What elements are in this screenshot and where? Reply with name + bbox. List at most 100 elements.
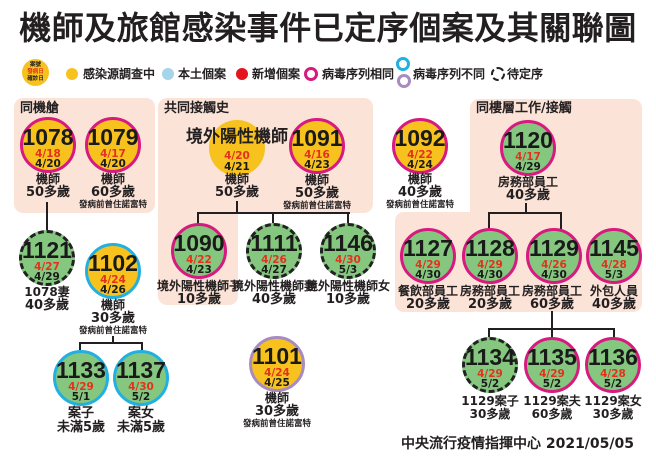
onset-date: 4/20 bbox=[224, 150, 250, 162]
confirmed-date: 4/30 bbox=[477, 269, 503, 281]
confirmed-date: 4/21 bbox=[224, 161, 250, 173]
case-role: 餐飲部員工 bbox=[397, 284, 458, 298]
confirmed-date: 5/2 bbox=[131, 391, 151, 403]
onset-date: 4/29 bbox=[415, 259, 441, 271]
case-age: 10多歲 bbox=[176, 292, 222, 307]
case-node-1078: 1078 4/18 4/20 bbox=[20, 117, 76, 173]
confirmed-date: 5/1 bbox=[71, 391, 91, 403]
confirmed-date: 4/29 bbox=[34, 271, 60, 283]
connector-to-1111 bbox=[272, 212, 274, 224]
connector-to-1146 bbox=[347, 212, 349, 224]
connector-1078-1121 bbox=[46, 202, 48, 231]
case-role: 房務部員工 bbox=[521, 284, 582, 298]
confirmed-date: 4/30 bbox=[541, 269, 567, 281]
case-role: 機師 bbox=[304, 173, 329, 187]
case-label-1137: 案女 未滿5歲 bbox=[86, 407, 196, 435]
case-age: 40多歲 bbox=[397, 185, 443, 200]
connector-to-1136 bbox=[613, 328, 615, 338]
case-label-1128: 房務部員工 20多歲 bbox=[435, 285, 545, 312]
confirmed-date: 4/20 bbox=[100, 158, 126, 170]
confirmed-date: 4/29 bbox=[515, 161, 541, 173]
case-node-1091: 1091 4/16 4/23 bbox=[289, 118, 345, 174]
case-role: 1129案女 bbox=[584, 394, 642, 408]
case-label-1101: 機師 30多歲 發病前曾住諾富特 bbox=[222, 392, 332, 430]
case-node-1101: 1101 4/24 4/25 bbox=[249, 336, 305, 392]
case-age: 20多歲 bbox=[467, 297, 513, 312]
confirmed-date: 4/23 bbox=[186, 264, 212, 276]
case-label-1127: 餐飲部員工 20多歲 bbox=[373, 285, 483, 312]
onset-date: 4/24 bbox=[264, 367, 290, 379]
case-number: 1079 bbox=[87, 124, 139, 150]
connector-1129-stem bbox=[551, 311, 553, 330]
case-label-1079: 機師 60多歲 發病前曾住諾富特 bbox=[58, 173, 168, 211]
case-note: 發病前曾住諾富特 bbox=[78, 200, 147, 210]
connector-1120-bar bbox=[488, 212, 562, 214]
case-age: 10多歲 bbox=[325, 292, 371, 307]
confirmed-date: 4/25 bbox=[264, 377, 290, 389]
case-number: 1092 bbox=[394, 125, 446, 151]
onset-date: 4/29 bbox=[68, 381, 94, 393]
onset-date: 4/24 bbox=[100, 274, 126, 286]
case-note: 發病前曾住諾富特 bbox=[242, 419, 311, 429]
case-number: 1145 bbox=[589, 235, 639, 261]
case-number: 1146 bbox=[323, 230, 373, 256]
confirmed-date: 4/27 bbox=[261, 264, 287, 276]
case-age: 30多歲 bbox=[254, 404, 300, 419]
connector-1102-bar bbox=[79, 342, 143, 344]
red-dot-icon bbox=[236, 68, 248, 80]
purple-ring-icon bbox=[397, 74, 411, 88]
case-label-1121: 1078妻 40多歲 bbox=[0, 286, 102, 313]
case-node-1120: 1120 4/17 4/29 bbox=[500, 120, 556, 176]
onset-date: 4/26 bbox=[261, 254, 287, 266]
case-label-1111: 境外陽性機師妻 40多歲 bbox=[219, 280, 329, 307]
case-number: 1091 bbox=[291, 125, 343, 151]
cyan-ring-icon bbox=[396, 57, 410, 71]
case-number: 1120 bbox=[503, 127, 553, 153]
case-role: 案子 bbox=[67, 406, 94, 421]
case-role: 機師 bbox=[407, 172, 432, 186]
case-number: 1090 bbox=[173, 230, 225, 256]
connector-to-1135 bbox=[551, 328, 553, 338]
case-age: 30多歲 bbox=[90, 311, 136, 326]
case-age: 60多歲 bbox=[90, 185, 136, 200]
onset-date: 4/22 bbox=[186, 254, 212, 266]
group-title-same-floor: 同樓層工作/接觸 bbox=[476, 101, 572, 116]
case-role: 1129案夫 bbox=[523, 394, 581, 408]
case-number: 1102 bbox=[88, 250, 138, 276]
source-footer: 中央流行疫情指揮中心 2021/05/05 bbox=[400, 436, 634, 452]
case-number: 1127 bbox=[403, 235, 453, 261]
case-role: 外包人員 bbox=[589, 284, 638, 298]
connector-to-1134 bbox=[488, 328, 490, 338]
case-age: 50多歲 bbox=[25, 185, 71, 200]
legend-label: 病毒序列不同 bbox=[413, 67, 486, 81]
connector-1120-stem bbox=[525, 203, 527, 214]
case-age: 20多歲 bbox=[405, 297, 451, 312]
connector-to-1090 bbox=[197, 212, 199, 224]
case-node-1127: 1127 4/29 4/30 bbox=[400, 228, 456, 284]
case-label-1145: 外包人員 40多歲 bbox=[559, 285, 656, 312]
case-age: 60多歲 bbox=[531, 407, 573, 421]
legend-label: 待定序 bbox=[507, 67, 544, 81]
onset-date: 4/22 bbox=[407, 149, 433, 161]
case-role: 房務部員工 bbox=[459, 284, 520, 298]
case-role: 境外陽性機師女 bbox=[305, 279, 390, 293]
case-label-1102: 機師 30多歲 發病前曾住諾富特 bbox=[58, 299, 168, 337]
case-age: 未滿5歲 bbox=[116, 420, 166, 435]
case-role: 1129案子 bbox=[461, 394, 519, 408]
case-node-1135: 1135 4/29 5/2 bbox=[524, 337, 580, 393]
connector-foreign-pilot-stem bbox=[236, 201, 238, 214]
case-number: 1136 bbox=[588, 344, 638, 370]
case-role: 案女 bbox=[127, 406, 154, 421]
case-node-1137: 1137 4/30 5/2 bbox=[113, 350, 169, 406]
legend-label: 本土個案 bbox=[178, 67, 227, 81]
dashed-ring-icon bbox=[491, 67, 505, 81]
case-role: 機師 bbox=[100, 298, 125, 312]
onset-date: 4/29 bbox=[477, 259, 503, 271]
onset-date: 4/30 bbox=[335, 254, 361, 266]
case-number: 1078 bbox=[22, 124, 74, 150]
case-number: 1135 bbox=[527, 344, 577, 370]
confirmed-date: 4/26 bbox=[100, 284, 126, 296]
case-number: 1133 bbox=[56, 357, 106, 383]
onset-date: 4/17 bbox=[515, 151, 541, 163]
case-node-1121: 1121 4/27 4/29 bbox=[19, 230, 75, 286]
